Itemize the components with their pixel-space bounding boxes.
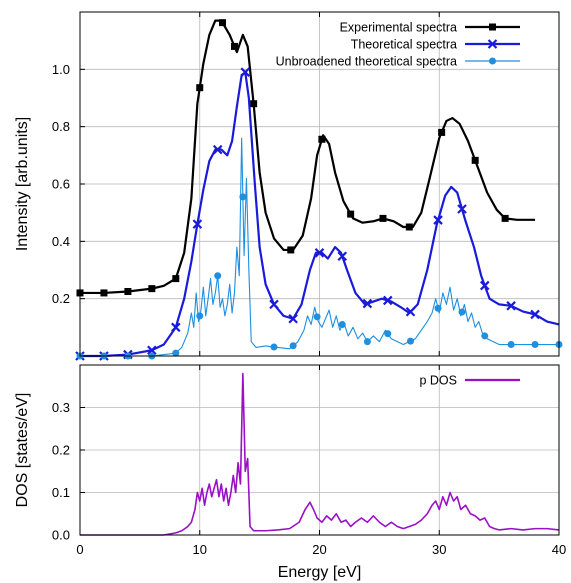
experimental-spectra-marker [438,128,446,136]
dos-panel: 0.0 0.1 0.2 0.3 0 10 20 30 40 DOS [states/eV] Ener… [14,364,566,581]
unbroadened-theoretical-spectra-legend-marker [489,57,496,65]
intensity-plot-frame [79,11,560,357]
experimental-spectra-marker [250,100,258,108]
unbroadened-theoretical-spectra-marker [338,320,346,328]
intensity-ytick-label: 0.2 [52,291,70,306]
p-dos-legend-label: p DOS [419,374,457,388]
theoretical-spectra-marker [147,345,157,356]
unbroadened-theoretical-spectra-marker [172,349,180,357]
dos-ytick-label: 0.0 [52,528,70,543]
theoretical-spectra-marker [362,298,373,309]
unbroadened-theoretical-spectra-marker [196,312,204,320]
dos-xtick-label: 20 [312,542,326,557]
theoretical-spectra-legend-marker [487,39,498,49]
experimental-spectra-marker [148,285,156,293]
unbroadened-theoretical-spectra-marker [531,341,539,349]
dos-xtick-label: 30 [432,542,446,557]
experimental-spectra-marker [287,246,295,254]
theoretical-spectra-marker [192,219,203,229]
dos-xtick-label: 10 [193,542,207,557]
unbroadened-theoretical-spectra-marker [434,304,442,312]
intensity-ytick-label: 0.8 [52,119,70,134]
intensity-ytick-label: 0.6 [52,177,70,192]
theoretical-spectra-marker [382,295,393,306]
experimental-spectra-line [80,19,536,295]
theoretical-spectra-marker [240,67,251,77]
unbroadened-theoretical-spectra-marker [458,308,466,316]
dos-xlabel: Energy [eV] [278,564,362,581]
unbroadened-theoretical-spectra-marker [313,313,321,321]
unbroadened-theoretical-spectra-marker [289,342,297,350]
theoretical-spectra-marker [212,144,223,155]
experimental-spectra-marker [347,210,355,218]
p-dos-line [80,372,560,536]
theoretical-spectra-marker [337,251,348,262]
experimental-spectra-marker [379,214,387,222]
unbroadened-theoretical-spectra-marker [363,338,371,346]
unbroadened-theoretical-spectra-line [80,137,559,357]
intensity-ytick-label: 1.0 [52,62,70,77]
experimental-spectra-marker [405,223,413,231]
theoretical-spectra-marker [530,309,540,320]
experimental-spectra-marker [230,42,238,50]
unbroadened-theoretical-spectra-marker [384,330,392,338]
dos-ytick-label: 0.3 [52,400,70,415]
unbroadened-theoretical-spectra-marker [214,272,222,280]
theoretical-spectra-marker [288,313,298,324]
dos-xtick-label: 0 [76,542,83,557]
experimental-spectra-marker [196,84,204,92]
theoretical-spectra-marker [479,280,490,291]
experimental-spectra-marker [318,135,326,143]
experimental-spectra-legend-marker [489,23,496,31]
theoretical-spectra-marker [314,248,325,258]
experimental-spectra-marker [172,275,180,283]
experimental-spectra-marker [471,156,479,164]
intensity-ylabel: Intensity [arb.units] [14,117,31,251]
dos-ytick-label: 0.1 [52,485,70,500]
intensity-panel: 0.2 0.4 0.6 0.8 1.0 Intensity [arb.units] Expe… [14,11,563,361]
theoretical-spectra-marker [171,322,181,333]
unbroadened-theoretical-spectra-marker [407,337,415,345]
theoretical-spectra-marker [405,306,416,317]
experimental-spectra-marker [219,19,227,27]
theoretical-spectra-marker [506,301,516,311]
dos-plot-frame [79,364,560,536]
unbroadened-theoretical-spectra-legend-label: Unbroadened theoretical spectra [276,55,457,69]
theoretical-spectra-marker [269,299,279,310]
experimental-spectra-marker [124,288,132,295]
theoretical-spectra-legend-label: Theoretical spectra [351,38,457,52]
unbroadened-theoretical-spectra-marker [507,341,515,349]
dos-ytick-label: 0.2 [52,443,70,458]
dos-ylabel: DOS [states/eV] [14,393,31,508]
unbroadened-theoretical-spectra-marker [239,193,247,201]
experimental-spectra-marker [100,289,108,297]
theoretical-spectra-marker [433,215,443,225]
experimental-spectra-marker [501,214,509,222]
unbroadened-theoretical-spectra-marker [481,332,489,340]
unbroadened-theoretical-spectra-marker [270,343,278,351]
intensity-ytick-label: 0.4 [52,234,70,249]
theoretical-spectra-marker [457,204,467,214]
dos-xtick-label: 40 [552,542,566,557]
experimental-spectra-legend-label: Experimental spectra [340,21,457,35]
